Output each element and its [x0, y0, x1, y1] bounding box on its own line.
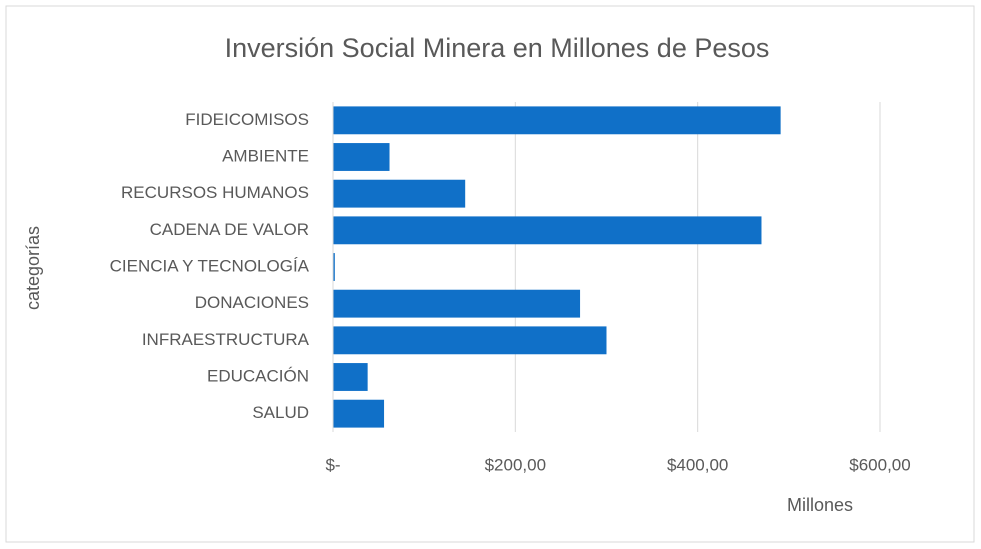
y-tick-label: FIDEICOMISOS	[185, 110, 309, 129]
x-tick-label: $200,00	[485, 455, 546, 474]
y-tick-label: SALUD	[252, 403, 309, 422]
bar	[333, 216, 762, 245]
bar	[333, 179, 466, 208]
bar	[333, 143, 390, 171]
bar	[333, 326, 607, 355]
bar	[333, 399, 385, 428]
chart-border	[5, 5, 975, 543]
y-tick-label: CIENCIA Y TECNOLOGÍA	[110, 256, 310, 275]
x-tick-label: $600,00	[849, 455, 910, 474]
y-tick-label: DONACIONES	[195, 293, 309, 312]
y-tick-label: AMBIENTE	[222, 146, 309, 165]
x-axis-title: Millones	[787, 495, 853, 515]
y-tick-label: RECURSOS HUMANOS	[121, 183, 309, 202]
bar	[333, 253, 335, 281]
bar	[333, 363, 368, 391]
chart-title: Inversión Social Minera en Millones de P…	[225, 33, 770, 63]
x-tick-label: $-	[325, 455, 340, 474]
y-tick-label: EDUCACIÓN	[207, 366, 309, 385]
y-axis-title: categorías	[23, 226, 43, 310]
x-tick-label: $400,00	[667, 455, 728, 474]
y-tick-label: CADENA DE VALOR	[150, 220, 309, 239]
y-tick-label: INFRAESTRUCTURA	[142, 330, 310, 349]
bar	[333, 106, 781, 135]
bar	[333, 289, 581, 318]
